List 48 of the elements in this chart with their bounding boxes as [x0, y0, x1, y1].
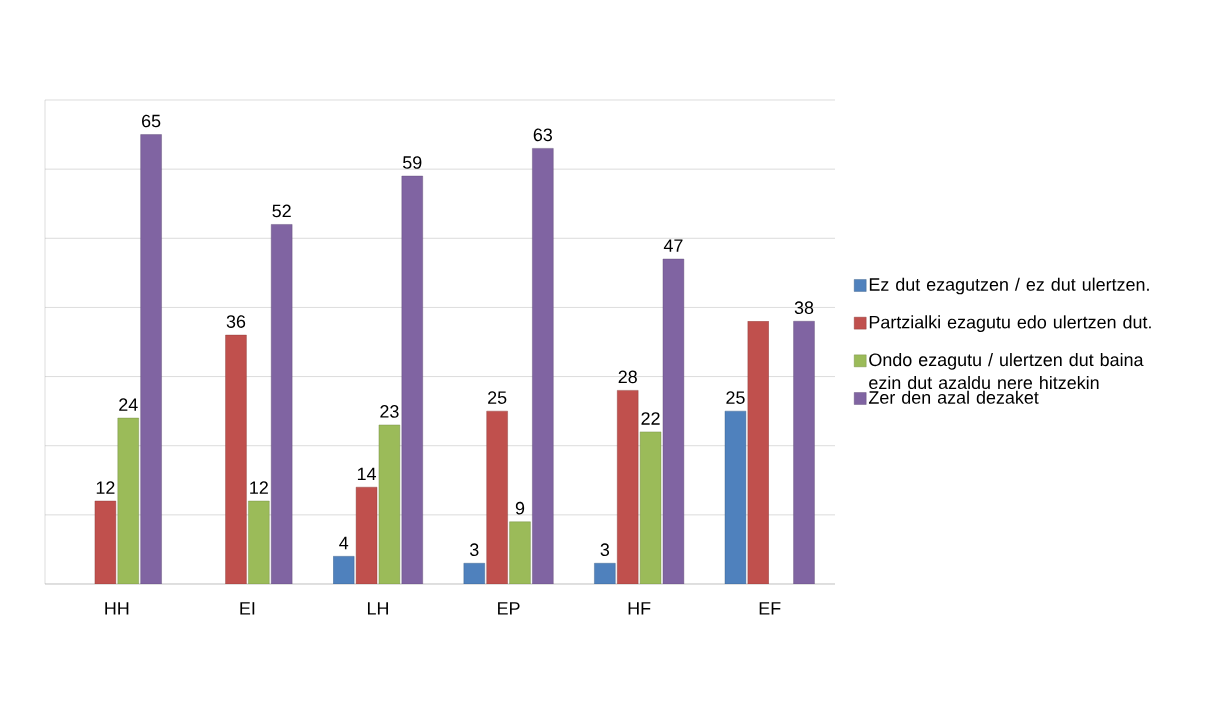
bar	[509, 521, 531, 584]
bar	[532, 148, 554, 584]
bar	[271, 224, 293, 584]
data-label: 63	[533, 128, 553, 142]
bar	[94, 500, 117, 584]
data-label: 22	[641, 412, 660, 425]
data-label: 28	[618, 370, 637, 384]
x-tick-label: EP	[498, 602, 520, 615]
bar	[639, 431, 662, 584]
data-label: 25	[488, 391, 507, 404]
x-tick-label: HF	[628, 602, 651, 615]
data-label: 25	[726, 391, 745, 404]
data-label: 52	[272, 204, 291, 218]
bar	[355, 487, 378, 584]
legend-label: Ondo ezagutu / ulertzen dut baina ezin dut azaldu nere hitzekin	[869, 352, 1144, 390]
data-label: 3	[469, 543, 479, 557]
legend-label: Zer den azal dezaket	[868, 390, 1039, 404]
bar	[747, 321, 769, 584]
data-label: 4	[339, 536, 349, 550]
x-tick-label: LH	[367, 602, 388, 615]
data-label: 24	[119, 398, 138, 411]
data-label: 23	[380, 405, 399, 418]
bar	[486, 410, 508, 584]
x-tick-label: EF	[759, 602, 781, 615]
data-label: 9	[515, 501, 525, 515]
data-label: 65	[142, 114, 161, 128]
data-label: 3	[600, 543, 610, 557]
x-tick-label: EI	[240, 602, 255, 615]
bar	[117, 417, 139, 584]
bar	[140, 134, 162, 584]
bar	[378, 424, 401, 584]
data-label: 12	[250, 481, 268, 494]
data-label: 12	[96, 481, 115, 494]
bar	[248, 500, 270, 584]
bar	[724, 410, 747, 584]
data-label: 59	[403, 156, 422, 169]
bar	[401, 175, 423, 584]
bar	[662, 258, 685, 584]
legend-label: Partzialki ezagutu edo ulertzen dut.	[869, 315, 1151, 333]
x-tick-label: HH	[105, 602, 129, 615]
legend-label: Ez dut ezagutzen / ez dut ulertzen.	[869, 277, 1149, 295]
data-label: 38	[794, 301, 814, 315]
bar	[225, 334, 247, 584]
data-label: 14	[357, 467, 376, 480]
bar	[793, 321, 815, 584]
bar	[617, 390, 639, 584]
data-label: 47	[663, 239, 683, 252]
data-label: 36	[226, 315, 246, 328]
